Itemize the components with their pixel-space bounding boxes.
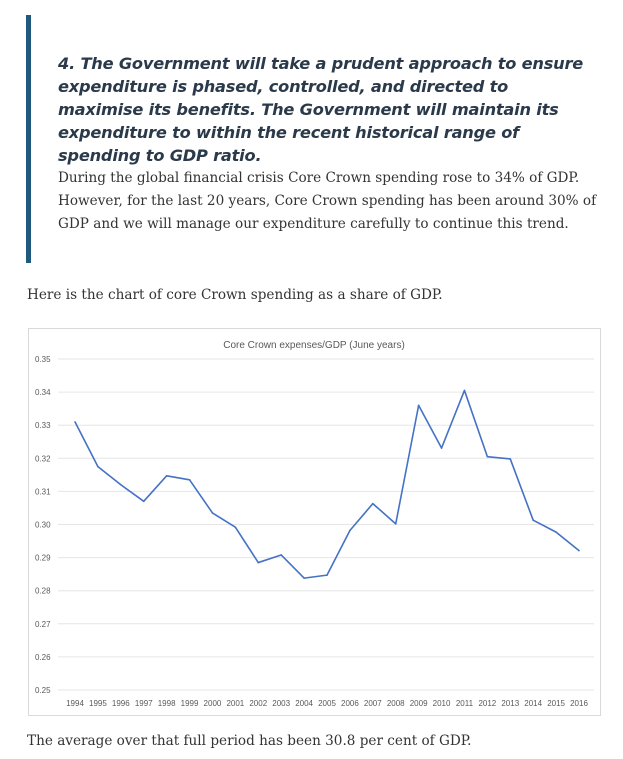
x-tick-label: 2002 xyxy=(249,699,267,708)
x-tick-label: 2007 xyxy=(364,699,382,708)
data-point xyxy=(509,458,512,460)
x-tick-label: 2008 xyxy=(387,699,405,708)
data-point xyxy=(188,479,191,481)
x-tick-label: 2015 xyxy=(547,699,565,708)
data-point xyxy=(440,447,443,449)
x-tick-label: 2012 xyxy=(478,699,496,708)
data-point xyxy=(578,549,580,552)
quote-heading: 4. The Government will take a prudent ap… xyxy=(58,54,584,165)
x-tick-label: 2003 xyxy=(272,699,290,708)
x-tick-label: 2004 xyxy=(295,699,313,708)
x-tick-label: 2000 xyxy=(204,699,222,708)
data-point xyxy=(303,577,305,579)
data-point xyxy=(97,465,99,468)
data-point xyxy=(165,475,168,477)
data-point xyxy=(326,574,328,576)
y-tick-label: 0.28 xyxy=(35,587,51,596)
x-tick-label: 1998 xyxy=(158,699,176,708)
y-tick-label: 0.35 xyxy=(35,355,51,364)
outro-paragraph: The average over that full period has be… xyxy=(27,733,472,749)
chart: Core Crown expenses/GDP (June years) 0.2… xyxy=(28,328,601,716)
x-tick-label: 2013 xyxy=(501,699,519,708)
x-tick-label: 1995 xyxy=(89,699,107,708)
data-point xyxy=(120,483,122,486)
x-tick-label: 2001 xyxy=(226,699,244,708)
y-tick-label: 0.31 xyxy=(35,487,51,496)
data-point xyxy=(142,500,145,503)
data-point xyxy=(532,519,534,521)
data-point xyxy=(234,526,237,528)
data-point xyxy=(486,455,489,458)
data-point xyxy=(74,421,76,423)
x-tick-label: 2009 xyxy=(410,699,428,708)
data-point xyxy=(257,561,260,564)
y-tick-label: 0.29 xyxy=(35,554,51,563)
x-tick-label: 2014 xyxy=(524,699,542,708)
data-point xyxy=(280,554,282,556)
y-tick-label: 0.30 xyxy=(35,521,51,530)
data-point xyxy=(394,523,397,525)
x-tick-label: 1997 xyxy=(135,699,153,708)
data-point xyxy=(349,529,351,532)
y-tick-label: 0.32 xyxy=(35,454,51,463)
chart-title: Core Crown expenses/GDP (June years) xyxy=(223,340,405,351)
chart-svg: Core Crown expenses/GDP (June years) 0.2… xyxy=(35,340,594,708)
x-tick-label: 2006 xyxy=(341,699,359,708)
data-point xyxy=(555,531,557,533)
intro-paragraph: Here is the chart of core Crown spending… xyxy=(27,287,443,303)
x-tick-label: 1999 xyxy=(181,699,199,708)
y-tick-label: 0.33 xyxy=(35,421,51,430)
data-point xyxy=(211,512,214,514)
series-line xyxy=(74,389,580,579)
y-tick-label: 0.34 xyxy=(35,388,51,397)
x-tick-label: 2011 xyxy=(456,699,474,708)
blockquote: 4. The Government will take a prudent ap… xyxy=(26,15,601,263)
data-point xyxy=(463,389,466,392)
quote-body: During the global financial crisis Core … xyxy=(58,170,597,232)
x-tick-label: 2005 xyxy=(318,699,336,708)
x-tick-label: 2016 xyxy=(570,699,588,708)
x-tick-label: 1994 xyxy=(66,699,84,708)
data-point xyxy=(417,404,420,407)
x-tick-label: 1996 xyxy=(112,699,130,708)
x-tick-label: 2010 xyxy=(433,699,451,708)
y-tick-label: 0.26 xyxy=(35,653,51,662)
y-tick-label: 0.25 xyxy=(35,686,51,695)
y-tick-label: 0.27 xyxy=(35,620,51,629)
data-point xyxy=(372,502,374,505)
